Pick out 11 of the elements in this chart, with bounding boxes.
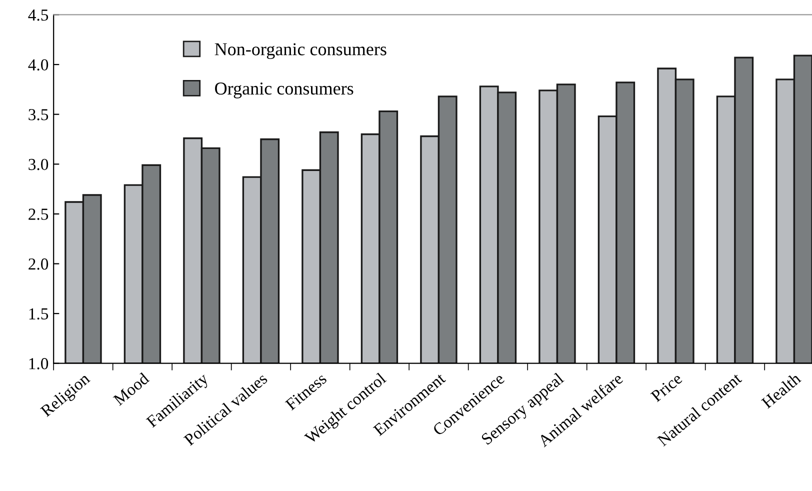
- legend-label: Non-organic consumers: [214, 43, 386, 60]
- legend-label: Organic consumers: [215, 82, 354, 98]
- y-tick-label: 2.0: [28, 258, 48, 270]
- y-tick-label: 4.5: [28, 10, 48, 21]
- y-tick-label: 1.5: [29, 308, 48, 320]
- y-tick-label: 2.5: [28, 208, 48, 220]
- x-tick-label: Price: [650, 372, 683, 402]
- y-tick-label: 3.0: [28, 158, 48, 170]
- y-tick-label: 1.0: [29, 358, 48, 370]
- y-tick-label: 3.5: [28, 109, 48, 120]
- y-tick-label: 4.0: [28, 59, 48, 71]
